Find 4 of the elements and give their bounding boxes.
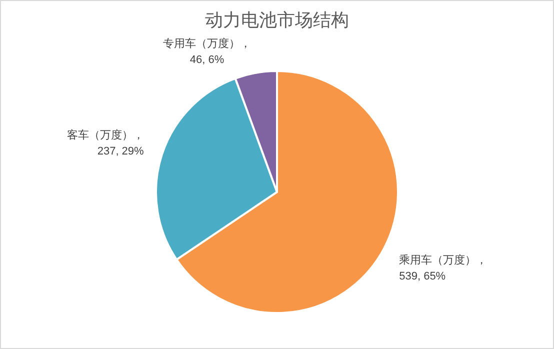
slice-label: 乘用车（万度）， 539, 65% — [399, 254, 488, 283]
slice-label: 专用车（万度）， 46, 6% — [162, 37, 251, 66]
slice-label: 客车（万度）， 237, 29% — [66, 128, 144, 158]
chart-title: 动力电池市场结构 — [205, 10, 349, 30]
